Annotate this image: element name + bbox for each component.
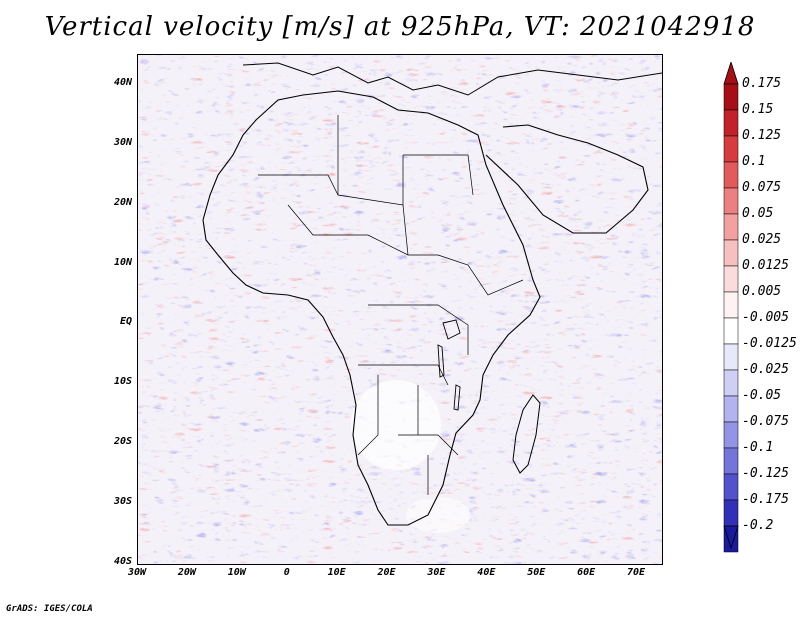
- longitude-tick-label: 40E: [477, 567, 496, 578]
- vertical-velocity-field: [138, 55, 662, 564]
- longitude-tick-label: 50E: [527, 567, 546, 578]
- map-title: Vertical velocity [m/s] at 925hPa, VT: 2…: [44, 12, 756, 42]
- latitude-tick-label: EQ: [119, 316, 132, 328]
- colorbar-tick-label: -0.005: [742, 310, 789, 325]
- longitude-tick-label: 30W: [127, 567, 147, 578]
- colorbar-swatch: [723, 83, 739, 111]
- colorbar-tick-label: -0.0125: [742, 336, 797, 351]
- colorbar-swatch: [723, 421, 739, 449]
- latitude-tick-label: 40N: [113, 76, 132, 88]
- calm-region-southern-africa: [351, 380, 441, 470]
- colorbar-swatch: [723, 369, 739, 397]
- colorbar-swatch: [723, 499, 739, 527]
- lake-tanganyika: [437, 344, 445, 378]
- colorbar-swatch: [723, 213, 739, 241]
- lake-malawi: [453, 384, 461, 411]
- colorbar-tick-label: -0.025: [742, 362, 789, 377]
- colorbar-swatch: [723, 291, 739, 319]
- colorbar-tick-label: 0.175: [742, 76, 782, 91]
- colorbar-tick-label: 0.005: [742, 284, 782, 299]
- colorbar-swatch: [723, 161, 739, 189]
- colorbar-tick-label: 0.05: [742, 206, 774, 221]
- longitude-tick-label: 20E: [377, 567, 396, 578]
- latitude-tick-label: 40S: [113, 556, 132, 567]
- colorbar-tick-label: 0.0125: [742, 258, 789, 273]
- latitude-tick-label: 10S: [113, 376, 132, 388]
- grads-credit: GrADS: IGES/COLA: [6, 604, 93, 614]
- madagascar-coastline: [512, 394, 541, 474]
- colorbar-swatch: [723, 395, 739, 423]
- longitude-tick-label: 10E: [327, 567, 346, 578]
- arabian-peninsula-coastline: [485, 124, 649, 234]
- longitude-tick-label: 20W: [177, 567, 196, 578]
- latitude-tick-label: 30N: [113, 136, 132, 148]
- colorbar-tick-label: 0.025: [742, 232, 782, 247]
- latitude-tick-label: 30S: [113, 496, 132, 508]
- colorbar-swatch: [723, 343, 739, 371]
- longitude-tick-label: 10W: [227, 567, 246, 578]
- colorbar-tick-label: -0.125: [742, 466, 789, 481]
- colorbar-min-arrow: [723, 525, 739, 550]
- colorbar-swatch: [723, 473, 739, 501]
- downdraft-streaks: [138, 55, 662, 564]
- colorbar-max-arrow: [723, 62, 739, 85]
- africa-coastline: [202, 90, 541, 526]
- calm-region-south-africa: [406, 497, 470, 533]
- colorbar-tick-label: -0.1: [742, 440, 774, 455]
- longitude-tick-label: 70E: [627, 567, 646, 578]
- colorbar-tick-label: -0.175: [742, 492, 789, 507]
- latitude-tick-label: 20S: [113, 436, 132, 448]
- country-borders: [258, 115, 524, 495]
- latitude-tick-label: 10N: [113, 256, 132, 268]
- colorbar-swatch: [723, 109, 739, 137]
- longitude-tick-label: 0: [283, 567, 290, 578]
- colorbar-tick-label: -0.2: [742, 518, 774, 533]
- longitude-tick-label: 60E: [577, 567, 596, 578]
- colorbar-swatch: [723, 265, 739, 293]
- mediterranean-north-coast: [242, 62, 662, 96]
- colorbar-tick-label: -0.05: [742, 388, 782, 403]
- longitude-tick-label: 30E: [427, 567, 446, 578]
- colorbar-tick-label: 0.1: [742, 154, 766, 169]
- colorbar-swatch: [723, 135, 739, 163]
- latitude-tick-label: 20N: [113, 196, 132, 208]
- lake-victoria: [442, 319, 461, 340]
- colorbar: [723, 62, 739, 553]
- map-plot-area: [137, 54, 663, 565]
- colorbar-swatch: [723, 239, 739, 267]
- colorbar-swatch: [723, 187, 739, 215]
- colorbar-tick-label: 0.15: [742, 102, 774, 117]
- colorbar-tick-label: 0.125: [742, 128, 782, 143]
- colorbar-swatch: [723, 317, 739, 345]
- colorbar-swatch: [723, 447, 739, 475]
- colorbar-tick-label: -0.075: [742, 414, 789, 429]
- colorbar-tick-label: 0.075: [742, 180, 782, 195]
